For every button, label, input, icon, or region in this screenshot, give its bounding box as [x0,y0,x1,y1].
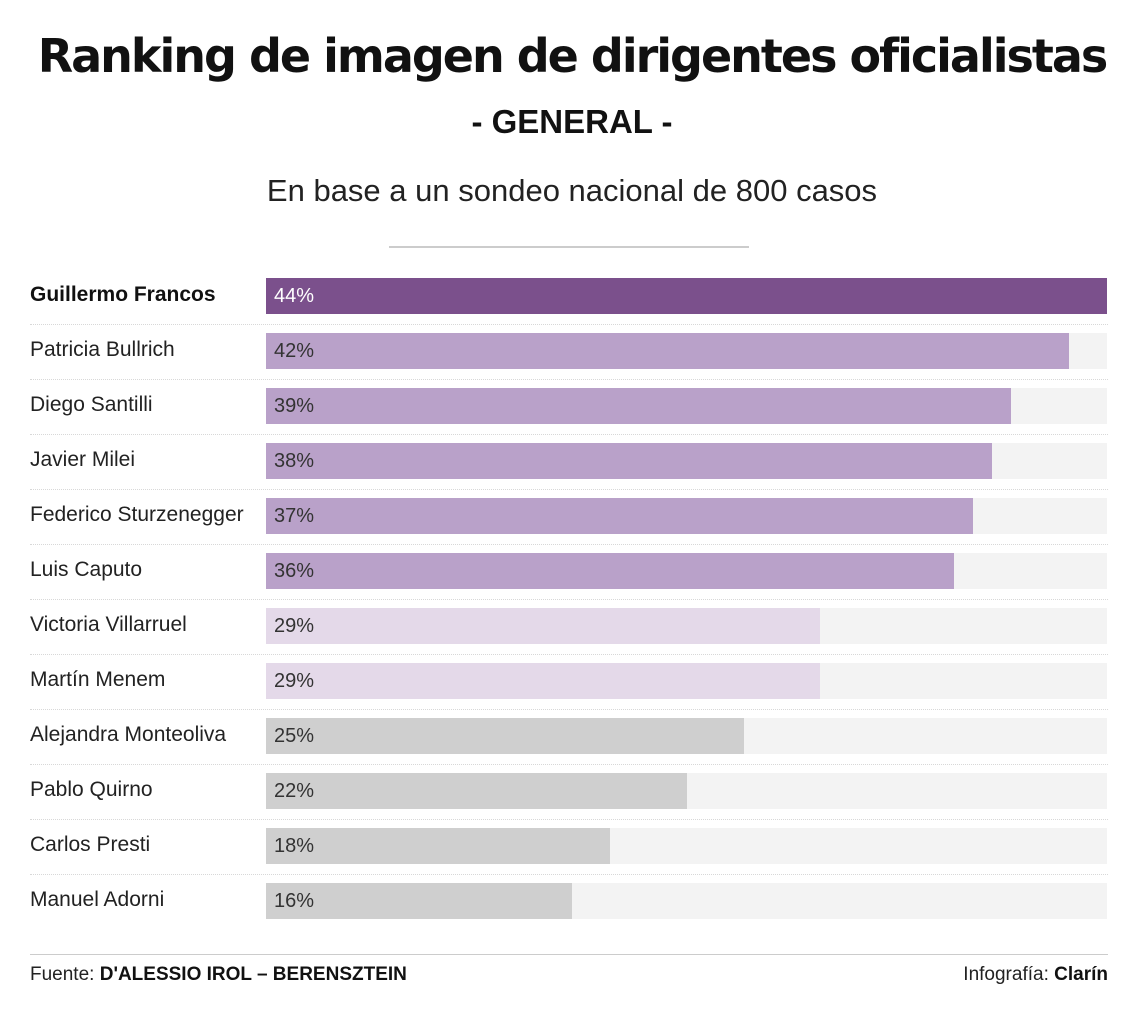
bar [266,718,744,754]
category-label: Patricia Bullrich [30,338,175,361]
category-label: Manuel Adorni [30,888,165,911]
bar-track: 36% [266,553,1107,589]
chart-subtitle: - GENERAL - [471,103,673,140]
bar-row: Diego Santilli 39% [30,380,1108,435]
bar-track: 18% [266,828,1107,864]
header-divider [389,246,749,248]
bar [266,553,954,589]
data-label: 16% [274,890,315,912]
category-label: Federico Sturzenegger [30,503,244,526]
bar-row: Victoria Villarruel 29% [30,600,1108,655]
bar-track: 29% [266,608,1107,644]
data-label: 29% [274,615,315,637]
data-label: 36% [274,560,315,582]
bar [266,498,973,534]
bar-track: 37% [266,498,1107,534]
data-label: 37% [274,505,315,527]
category-label: Alejandra Monteoliva [30,723,227,746]
bar-chart: Guillermo Francos 44% Patricia Bullrich 42%… [30,270,1108,930]
bar-track: 29% [266,663,1107,699]
bar [266,883,572,919]
bar [266,333,1069,369]
bar-row: Guillermo Francos 44% [30,270,1108,325]
bar-row: Manuel Adorni 16% [30,875,1108,930]
data-label: 18% [274,835,315,857]
data-label: 29% [274,670,315,692]
chart-description: En base a un sondeo nacional de 800 caso… [266,173,878,208]
bar-row: Luis Caputo 36% [30,545,1108,600]
category-label: Martín Menem [30,668,166,691]
bar-track: 44% [266,278,1107,314]
category-label: Guillermo Francos [30,283,216,306]
bar [266,608,820,644]
bar-row: Alejandra Monteoliva 25% [30,710,1108,765]
data-label: 22% [274,780,315,802]
source-value: D'ALESSIO IROL – BERENSZTEIN [99,964,407,985]
source-credit: Fuente: D'ALESSIO IROL – BERENSZTEIN [30,962,407,988]
category-label: Diego Santilli [30,393,153,416]
bar-row: Patricia Bullrich 42% [30,325,1108,380]
chart-title: Ranking de imagen de dirigentes oficiali… [37,29,1109,83]
category-label: Victoria Villarruel [30,613,187,636]
bar-track: 39% [266,388,1107,424]
bar [266,388,1011,424]
bar-track: 38% [266,443,1107,479]
bar-track: 22% [266,773,1107,809]
data-label: 39% [274,395,315,417]
data-label: 25% [274,725,315,747]
bar-row: Pablo Quirno 22% [30,765,1108,820]
bar-track: 42% [266,333,1107,369]
bar [266,443,992,479]
credit-label: Infografía: [963,964,1055,985]
data-label: 42% [274,340,315,362]
category-label: Luis Caputo [30,558,143,581]
footer-divider [30,954,1108,955]
bar [266,663,820,699]
data-label: 44% [274,285,315,307]
category-label: Carlos Presti [30,833,151,856]
bar-track: 16% [266,883,1107,919]
bar-row: Martín Menem 29% [30,655,1108,710]
category-label: Javier Milei [30,448,136,471]
bar-row: Federico Sturzenegger 37% [30,490,1108,545]
data-label: 38% [274,450,315,472]
category-label: Pablo Quirno [30,778,153,801]
infographic-credit: Infografía: Clarín [963,962,1108,988]
source-label: Fuente: [30,964,100,985]
bar-row: Javier Milei 38% [30,435,1108,490]
bar [266,278,1107,314]
bar [266,773,687,809]
bar [266,828,610,864]
bar-track: 25% [266,718,1107,754]
bar-row: Carlos Presti 18% [30,820,1108,875]
credit-value: Clarín [1054,964,1108,985]
